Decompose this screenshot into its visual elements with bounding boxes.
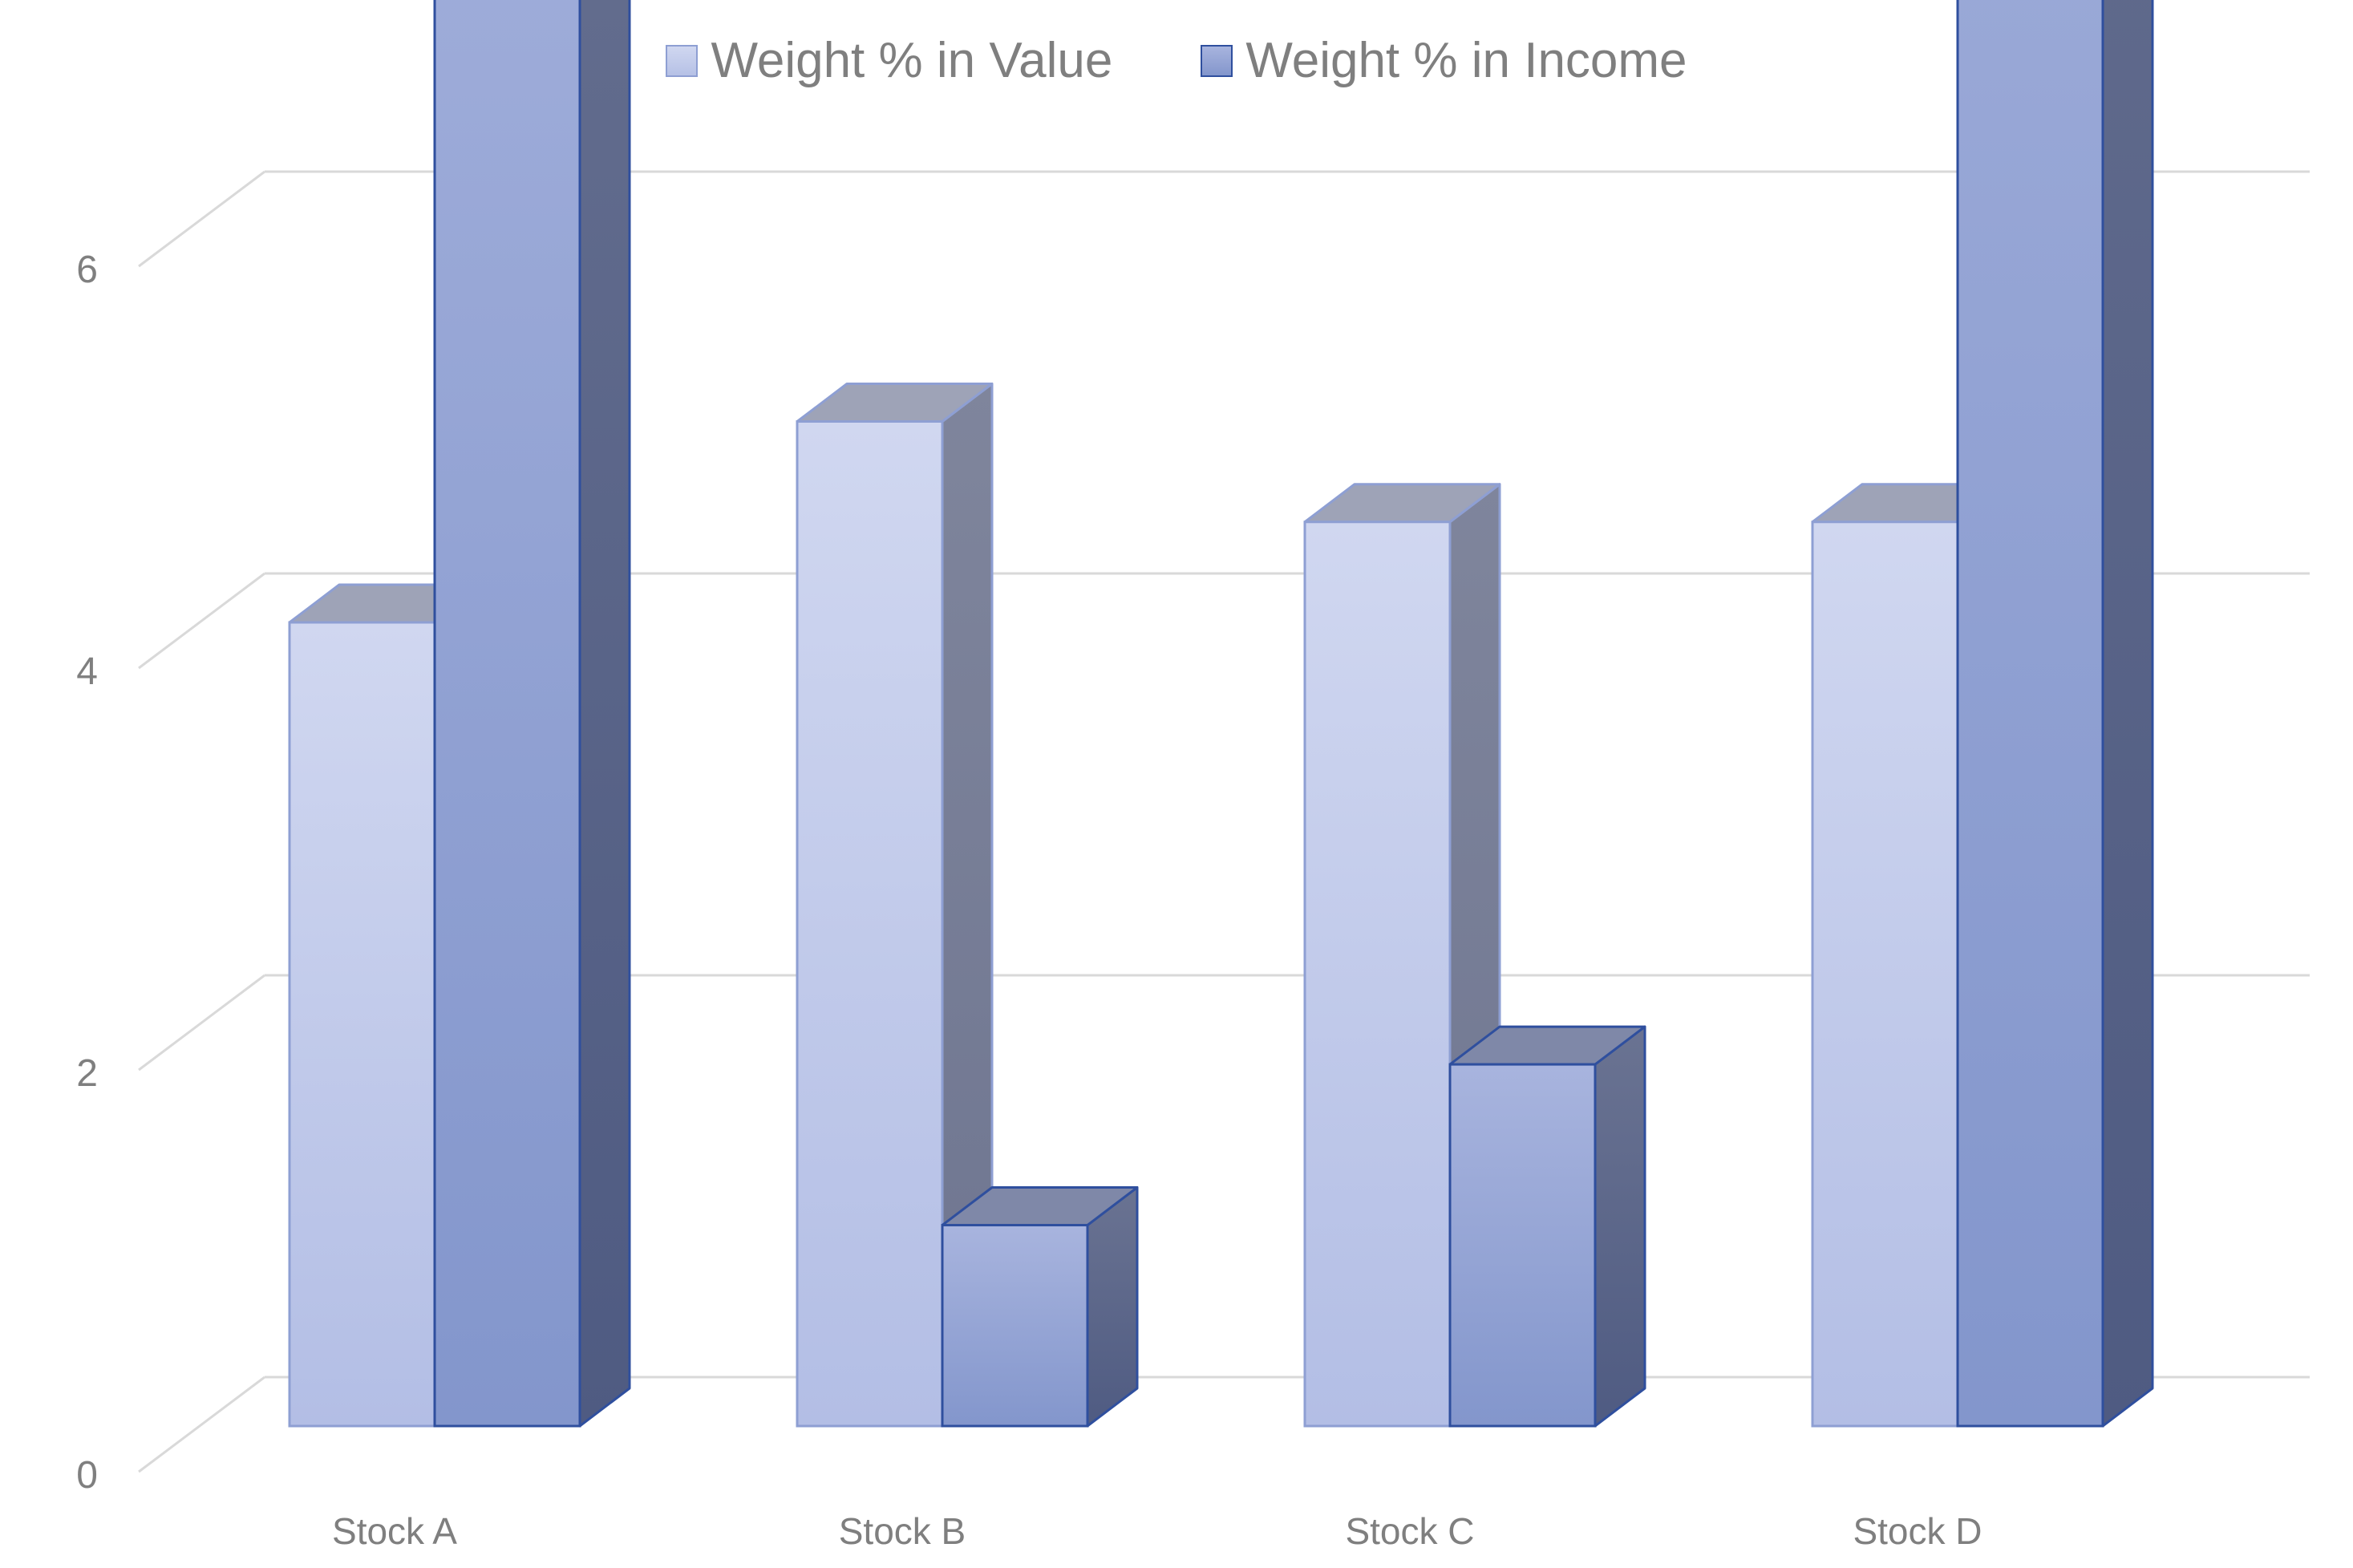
bar-side [578, 0, 631, 1428]
x-tick-label: Stock C [1345, 1510, 1474, 1552]
bar-front [288, 621, 436, 1428]
gridline-side [138, 572, 265, 670]
y-tick-label: 2 [76, 1052, 98, 1095]
gridline-side [138, 1376, 265, 1473]
legend-label-value: Weight % in Value [711, 33, 1113, 88]
x-tick-label: Stock D [1853, 1510, 1982, 1552]
legend-label-income: Weight % in Income [1245, 33, 1687, 88]
bar-side [1086, 1186, 1139, 1428]
bar-income-stock-b [941, 1186, 1139, 1428]
bar-front [1303, 521, 1452, 1428]
bar-front [1811, 521, 1959, 1428]
legend-swatch-value [666, 44, 699, 77]
bar-front [433, 0, 581, 1428]
bar-front [1448, 1063, 1597, 1428]
bar-front [941, 1224, 1089, 1428]
legend: Weight % in Value Weight % in Income [0, 32, 2353, 89]
legend-item-income: Weight % in Income [1201, 32, 1687, 89]
y-tick-label: 4 [76, 650, 98, 693]
bar-side [2101, 0, 2154, 1428]
y-tick-label: 6 [76, 249, 98, 291]
legend-item-value: Weight % in Value [666, 32, 1112, 89]
bar-income-stock-a [433, 0, 631, 1428]
bar-side [1594, 1025, 1646, 1428]
x-tick-label: Stock B [839, 1510, 966, 1552]
bar-income-stock-d [1956, 0, 2154, 1428]
bar-income-stock-c [1448, 1025, 1646, 1428]
y-tick-label: 0 [76, 1454, 98, 1497]
bar-front [796, 420, 944, 1428]
x-tick-label: Stock A [332, 1510, 457, 1552]
bar-front [1956, 0, 2104, 1428]
legend-swatch-income [1201, 44, 1233, 77]
gridline-side [138, 974, 265, 1072]
gridline-side [138, 170, 265, 268]
